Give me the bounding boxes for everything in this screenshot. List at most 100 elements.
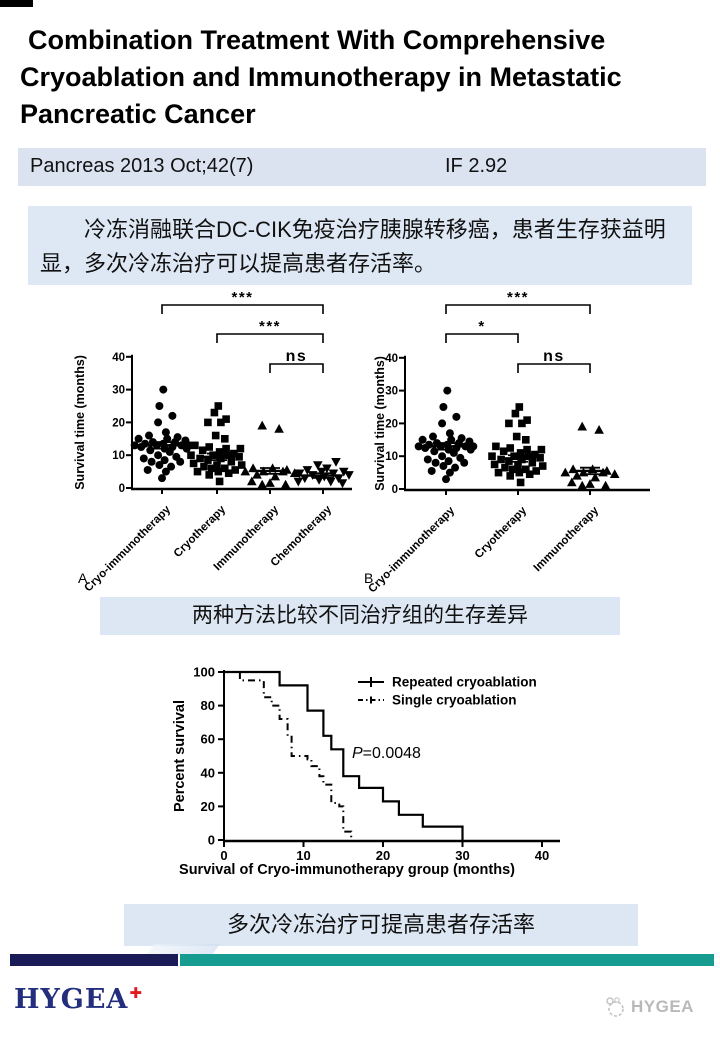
corner-mark (0, 0, 33, 7)
data-point (429, 432, 437, 441)
data-point (590, 472, 600, 482)
data-point (528, 458, 537, 467)
data-point (146, 446, 155, 455)
data-point (499, 447, 508, 456)
data-point (421, 444, 430, 452)
group-label: Immunotherapy (532, 504, 602, 574)
summary-box: 冷冻消融联合DC-CIK免疫治疗胰腺转移癌，患者生存获益明显，多次冷冻治疗可以提… (28, 206, 692, 288)
svg-text:30: 30 (385, 386, 398, 398)
x-axis-label: Survival of Cryo-immunotherapy group (mo… (179, 862, 515, 878)
svg-text:20: 20 (385, 418, 398, 430)
data-point (430, 447, 439, 456)
svg-text:0: 0 (208, 833, 215, 848)
data-point (145, 431, 153, 440)
data-point (274, 423, 284, 433)
significance-label: *** (259, 318, 281, 335)
footer-bar-navy (10, 954, 178, 966)
data-point (143, 465, 152, 474)
data-point (257, 420, 267, 430)
journal-citation: Pancreas 2013 Oct;42(7) (30, 155, 254, 177)
svg-text:10: 10 (112, 450, 125, 462)
data-point (215, 448, 224, 456)
footer-bar-teal (180, 954, 714, 966)
data-point (167, 462, 176, 471)
data-point (532, 467, 540, 475)
data-point (227, 457, 236, 466)
svg-text:10: 10 (385, 451, 398, 463)
km-series-1 (224, 670, 464, 840)
data-point (237, 461, 246, 469)
data-point (252, 469, 262, 479)
data-point (523, 416, 531, 424)
data-point (427, 466, 436, 475)
data-point (161, 467, 170, 476)
data-point (215, 477, 224, 486)
data-point (492, 442, 500, 451)
watermark-logo-icon (606, 997, 624, 1017)
data-point (344, 471, 354, 480)
data-point (191, 441, 199, 450)
data-point (490, 460, 499, 469)
data-point (439, 462, 448, 471)
data-point (182, 444, 191, 453)
group-label: Cryotherapy (172, 503, 229, 560)
data-point (445, 429, 454, 438)
data-point (224, 469, 233, 478)
data-point (525, 470, 534, 479)
data-point (176, 457, 185, 466)
data-point (337, 479, 348, 489)
data-point (516, 449, 525, 457)
data-point (198, 446, 207, 455)
page-title: Combination Treatment With Comprehensive… (20, 22, 708, 133)
data-point (210, 408, 219, 417)
data-point (257, 479, 267, 489)
svg-text:40: 40 (385, 353, 398, 365)
svg-text:80: 80 (201, 698, 215, 713)
data-point (168, 411, 177, 420)
data-point (200, 462, 208, 471)
watermark: HYGEA (604, 996, 694, 1018)
significance-bracket (517, 363, 591, 373)
data-point (193, 467, 202, 476)
data-point (538, 462, 547, 470)
km-figure: 0 20 40 60 80 100 0 10 20 30 40 Percent survival Sur… (0, 648, 720, 893)
data-point (130, 441, 139, 450)
data-point (445, 468, 454, 477)
svg-text:20: 20 (201, 799, 215, 814)
journal-bar: Pancreas 2013 Oct;42(7) IF 2.92 (18, 148, 706, 186)
svg-text:30: 30 (112, 385, 125, 397)
data-point (522, 436, 530, 444)
data-point (452, 412, 461, 421)
data-point (221, 464, 229, 473)
data-point (537, 445, 546, 454)
data-point (531, 450, 539, 459)
data-point (213, 461, 221, 469)
scatter-caption: 两种方法比较不同治疗组的生存差异 (100, 597, 620, 635)
data-point (289, 468, 300, 478)
data-point (501, 463, 509, 472)
data-point (139, 454, 148, 463)
data-point (137, 443, 146, 451)
significance-label: ns (543, 348, 565, 365)
data-point (211, 431, 220, 440)
data-point (158, 474, 166, 483)
data-point (322, 464, 332, 474)
data-point (240, 466, 251, 476)
data-point (214, 402, 223, 410)
data-point (439, 403, 448, 411)
data-point (328, 469, 339, 479)
data-point (609, 469, 620, 479)
data-point (209, 451, 217, 459)
hygea-logo-text: HYGEA (14, 984, 129, 1015)
svg-text:40: 40 (201, 765, 215, 780)
significance-label: *** (507, 289, 529, 306)
svg-text:40: 40 (112, 352, 125, 364)
data-point (222, 415, 230, 423)
data-point (316, 467, 327, 477)
group-label: Cryo-immunotherapy (82, 503, 173, 594)
data-point (560, 467, 571, 477)
data-point (204, 418, 212, 427)
svg-text:30: 30 (455, 848, 469, 863)
